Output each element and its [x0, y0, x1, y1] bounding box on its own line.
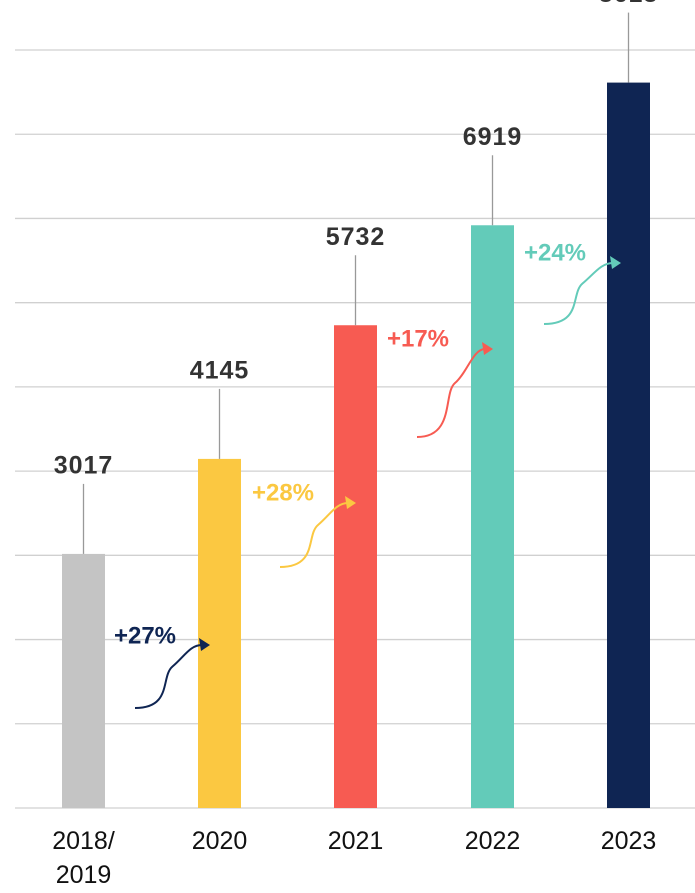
- x-tick-label-line: 2019: [56, 861, 112, 889]
- growth-label: +28%: [252, 479, 314, 506]
- x-tick-label: 2020: [192, 827, 248, 855]
- growth-label: +24%: [524, 239, 586, 266]
- bar: [198, 458, 241, 808]
- x-tick-label-line: 2018/: [52, 827, 115, 855]
- growth-arrow: [416, 348, 486, 438]
- growth-label: +27%: [114, 622, 176, 649]
- growth-label: +17%: [387, 325, 449, 352]
- growth-arrow: [134, 644, 203, 709]
- value-label: 4145: [190, 357, 250, 385]
- x-tick-label-line: 2022: [465, 827, 521, 855]
- arrow-head: [199, 638, 210, 651]
- x-tick-label-line: 2023: [601, 827, 657, 855]
- bar: [471, 225, 514, 808]
- x-tick-label: 2018/2019: [52, 827, 115, 889]
- growth-arrow: [543, 262, 614, 325]
- value-label: 8613: [599, 0, 659, 8]
- x-tick-label-line: 2020: [192, 827, 248, 855]
- bar: [334, 325, 377, 808]
- value-label: 3017: [54, 452, 114, 480]
- x-tick-label: 2021: [328, 827, 384, 855]
- arrow-head: [345, 496, 356, 509]
- arrow-head: [482, 342, 493, 355]
- value-label: 6919: [463, 123, 523, 151]
- x-tick-label: 2023: [601, 827, 657, 855]
- bar: [607, 82, 650, 809]
- bar: [62, 553, 105, 808]
- growth-arrow: [279, 502, 349, 568]
- x-tick-label-line: 2021: [328, 827, 384, 855]
- x-tick-label: 2022: [465, 827, 521, 855]
- arrow-head: [610, 256, 621, 269]
- value-label: 5732: [326, 223, 386, 251]
